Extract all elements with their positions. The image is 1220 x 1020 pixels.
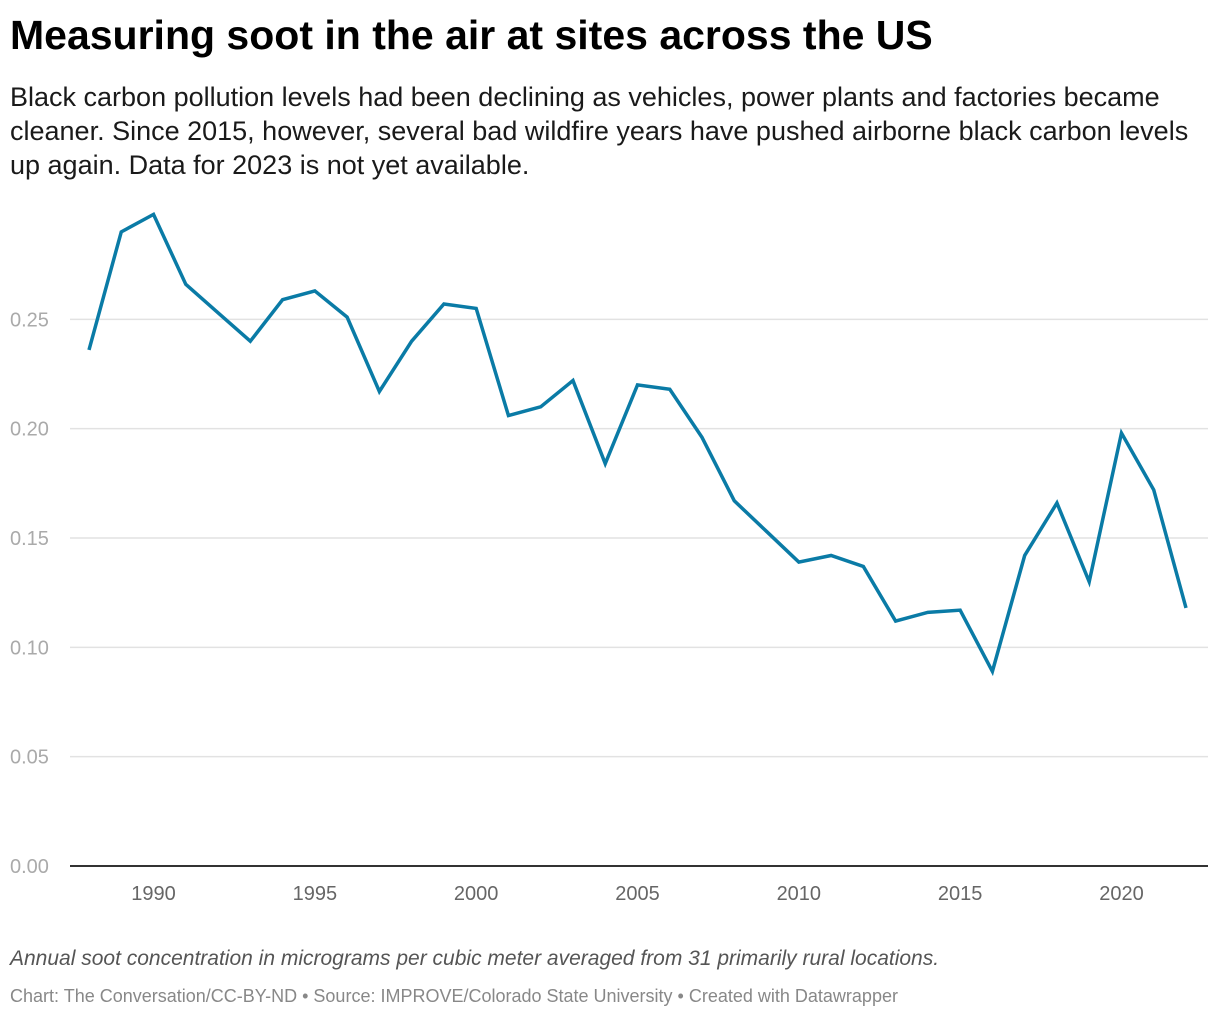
- data-point: [506, 414, 510, 418]
- x-tick-label: 2000: [454, 883, 499, 905]
- data-point: [829, 553, 833, 557]
- data-point: [990, 669, 994, 673]
- data-point: [571, 379, 575, 383]
- gridlines: [70, 318, 1208, 867]
- data-point: [765, 529, 769, 533]
- data-point: [894, 619, 898, 623]
- data-point: [1055, 501, 1059, 505]
- data-point: [474, 306, 478, 310]
- chart-subtitle: Black carbon pollution levels had been d…: [10, 82, 1189, 180]
- data-point: [861, 564, 865, 568]
- x-tick-label: 2005: [615, 883, 660, 905]
- data-point: [732, 499, 736, 503]
- data-point: [248, 339, 252, 343]
- y-tick-label: 0.20: [10, 419, 49, 441]
- chart-title: Measuring soot in the air at sites acros…: [10, 12, 933, 58]
- data-point: [345, 315, 349, 319]
- data-point: [152, 212, 156, 216]
- data-point: [410, 339, 414, 343]
- data-point: [216, 311, 220, 315]
- data-point: [539, 405, 543, 409]
- y-tick-label: 0.00: [10, 856, 49, 878]
- x-tick-label: 1995: [293, 883, 338, 905]
- x-tick-label: 2020: [1099, 883, 1144, 905]
- x-tick-label: 1990: [131, 883, 176, 905]
- data-point: [797, 560, 801, 564]
- y-tick-label: 0.10: [10, 637, 49, 659]
- data-point: [958, 608, 962, 612]
- data-point: [1119, 431, 1123, 435]
- chart-area: 0.00 0.05 0.10 0.15 0.20 0.25 1990 1995 2000 200…: [0, 190, 1220, 920]
- y-axis-ticks: 0.00 0.05 0.10 0.15 0.20 0.25: [10, 309, 49, 878]
- data-point: [636, 383, 640, 387]
- chart-notes: Annual soot concentration in micrograms …: [10, 947, 940, 970]
- data-point: [1184, 606, 1188, 610]
- x-tick-label: 2015: [938, 883, 983, 905]
- data-point: [668, 387, 672, 391]
- x-axis-ticks: 1990 1995 2000 2005 2010 2015 2020: [131, 883, 1143, 905]
- data-point: [1023, 553, 1027, 557]
- data-point: [377, 389, 381, 393]
- y-tick-label: 0.15: [10, 528, 49, 550]
- data-point: [184, 282, 188, 286]
- data-point: [119, 230, 123, 234]
- data-point: [281, 298, 285, 302]
- data-point: [926, 610, 930, 614]
- series-line: [87, 211, 1188, 677]
- line-chart: 0.00 0.05 0.10 0.15 0.20 0.25 1990 1995 2000 200…: [10, 211, 1208, 905]
- data-point: [442, 302, 446, 306]
- series-layer: [87, 211, 1188, 677]
- x-tick-label: 2010: [777, 883, 822, 905]
- data-point: [1087, 580, 1091, 584]
- chart-credit: Chart: The Conversation/CC-BY-ND • Sourc…: [10, 986, 898, 1006]
- data-point: [1152, 488, 1156, 492]
- data-point: [603, 462, 607, 466]
- data-point: [87, 348, 91, 352]
- y-tick-label: 0.25: [10, 309, 49, 331]
- y-tick-label: 0.05: [10, 747, 49, 769]
- data-point: [700, 435, 704, 439]
- data-point: [313, 289, 317, 293]
